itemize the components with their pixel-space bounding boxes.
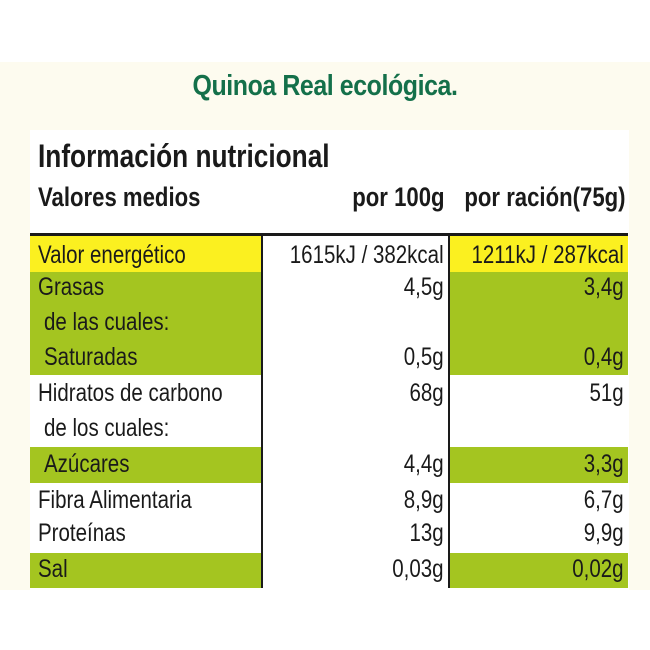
value-per-serving: 51g — [589, 379, 624, 407]
value-per-100g: 0,5g — [404, 343, 444, 371]
row-label: Valor energético — [38, 241, 186, 269]
row-label: de las cuales: — [44, 308, 170, 336]
value-per-serving: 1211kJ / 287kcal — [471, 241, 624, 269]
value-per-100g: 4,4g — [404, 450, 444, 478]
row-label: Saturadas — [44, 343, 138, 371]
table-row-carbs: Hidratos de carbono de los cuales: 68g 5… — [30, 375, 628, 447]
row-label: Hidratos de carbono — [38, 379, 223, 407]
value-per-serving: 3,3g — [584, 450, 624, 478]
value-per-serving: 3,4g — [584, 273, 624, 301]
column-header-per-100g: por 100g — [352, 182, 445, 212]
table-top-border — [30, 233, 628, 236]
nutrition-heading: Información nutricional — [38, 138, 330, 174]
table-row-protein: Proteínas 13g 9,9g — [30, 518, 628, 553]
row-label: Azúcares — [44, 450, 130, 478]
value-per-serving: 0,02g — [572, 555, 624, 583]
value-per-100g: 68g — [409, 379, 444, 407]
value-per-serving: 9,9g — [584, 519, 624, 547]
table-row-fibre: Fibra Alimentaria 8,9g 6,7g — [30, 483, 628, 518]
row-label: Proteínas — [38, 519, 126, 547]
value-per-100g: 4,5g — [404, 273, 444, 301]
column-divider-2 — [448, 233, 450, 588]
row-label: de los cuales: — [44, 414, 170, 442]
row-label: Sal — [38, 555, 68, 583]
value-per-100g: 13g — [409, 519, 444, 547]
table-row-energy: Valor energético 1615kJ / 382kcal 1211kJ… — [30, 236, 628, 272]
row-label: Fibra Alimentaria — [38, 486, 192, 514]
column-header-label: Valores medios — [38, 182, 201, 212]
value-per-100g: 1615kJ / 382kcal — [290, 241, 444, 269]
table-row-salt: Sal 0,03g 0,02g — [30, 553, 628, 588]
table-row-fats: Grasas de las cuales: Saturadas 4,5g 0,5… — [30, 272, 628, 375]
value-per-100g: 8,9g — [404, 486, 444, 514]
value-per-100g: 0,03g — [392, 555, 444, 583]
product-title: Quinoa Real ecológica. — [192, 70, 458, 102]
row-label: Grasas — [38, 273, 105, 301]
table-row-sugars: Azúcares 4,4g 3,3g — [30, 447, 628, 483]
column-header-per-serving: por ración(75g) — [464, 182, 626, 212]
column-divider-1 — [261, 233, 263, 588]
value-per-serving: 0,4g — [584, 343, 624, 371]
value-per-serving: 6,7g — [584, 486, 624, 514]
